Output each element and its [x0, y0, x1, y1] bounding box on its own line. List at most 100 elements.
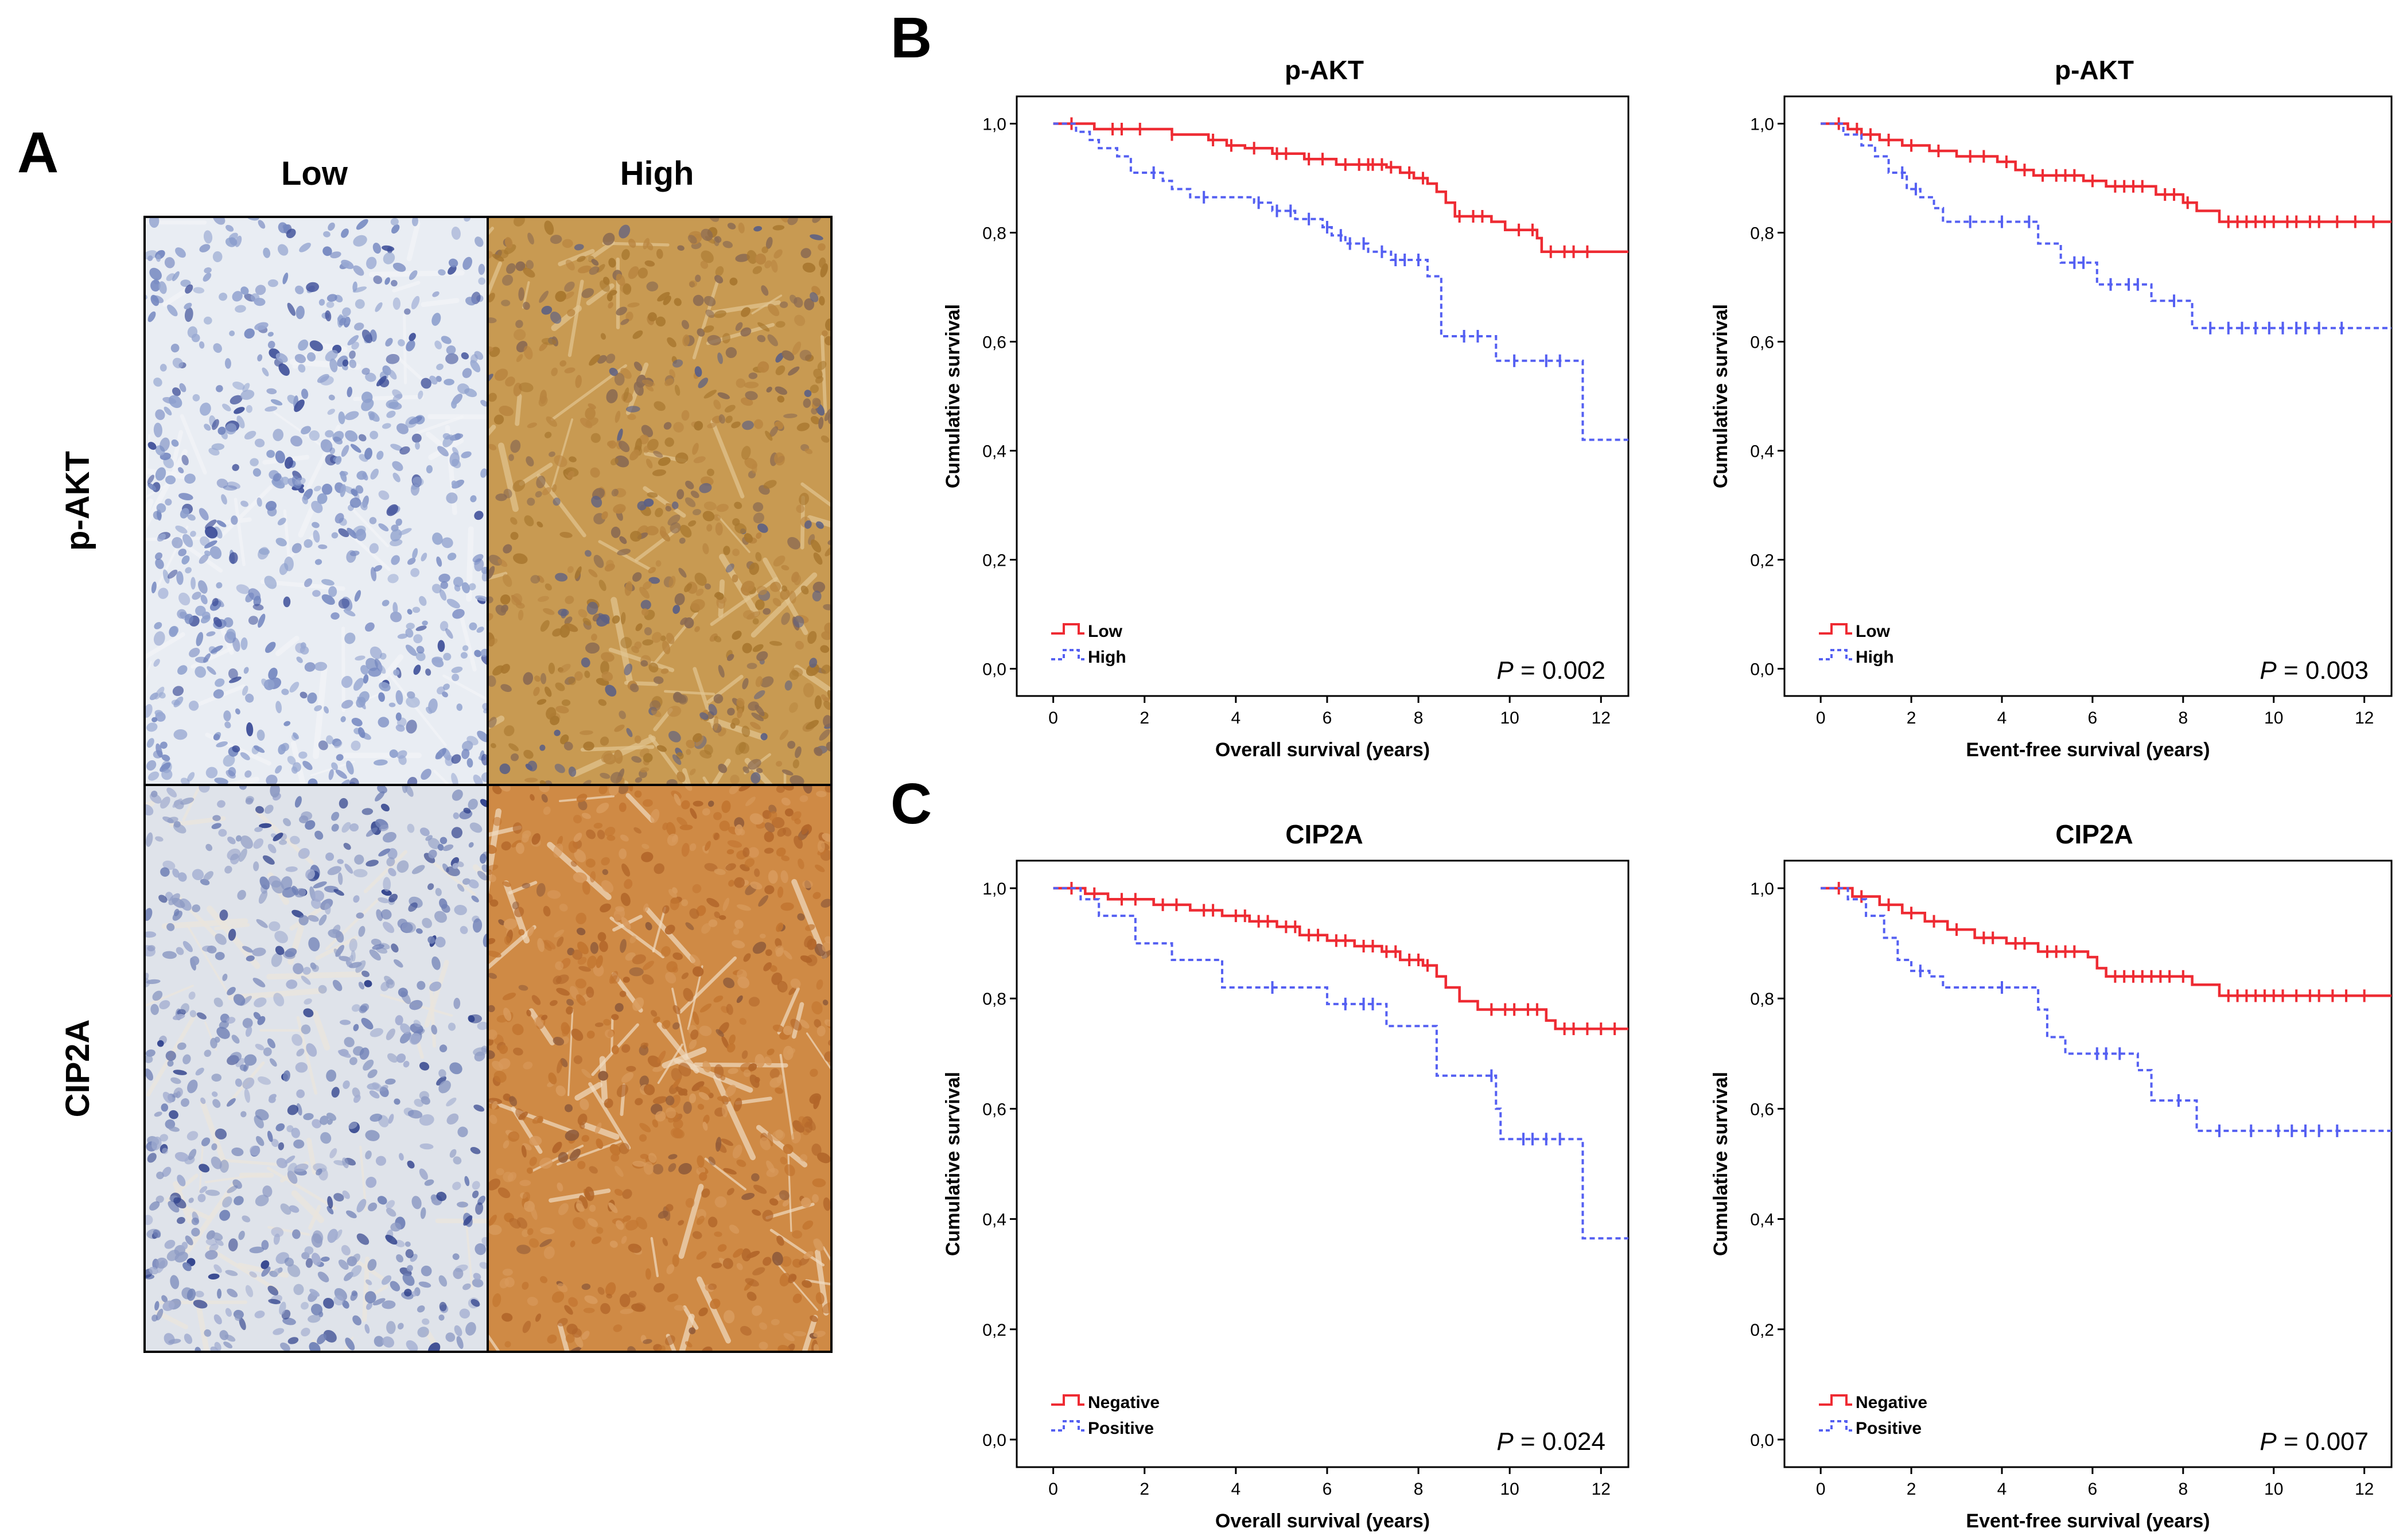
- cell-nucleus: [672, 605, 681, 614]
- cell-nucleus: [219, 909, 228, 921]
- cell-nucleus: [555, 706, 569, 714]
- cell-nucleus: [714, 869, 726, 876]
- stroma-streak: [556, 1140, 622, 1166]
- cell-nucleus: [767, 1132, 773, 1146]
- cell-nucleus: [667, 1293, 679, 1302]
- cell-nucleus: [361, 368, 370, 375]
- cell-nucleus: [353, 1094, 361, 1103]
- cell-nucleus: [526, 260, 534, 270]
- cell-nucleus: [258, 548, 270, 555]
- cell-nucleus: [165, 1051, 176, 1061]
- cell-nucleus: [162, 1300, 175, 1311]
- cell-nucleus: [147, 945, 155, 952]
- cell-nucleus: [427, 883, 434, 890]
- cell-nucleus: [536, 1117, 543, 1123]
- cell-nucleus: [814, 747, 823, 756]
- cell-nucleus: [707, 800, 714, 807]
- cell-nucleus: [498, 1058, 511, 1070]
- cell-nucleus: [578, 966, 592, 972]
- row-label-cip2a: CIP2A: [59, 1020, 96, 1118]
- cell-nucleus: [488, 293, 495, 303]
- cell-nucleus: [822, 941, 831, 952]
- cell-nucleus: [755, 704, 765, 717]
- cell-nucleus: [673, 1119, 683, 1129]
- cell-nucleus: [278, 363, 290, 376]
- cell-nucleus: [563, 623, 578, 632]
- cell-nucleus: [204, 1049, 212, 1057]
- cell-nucleus: [245, 592, 254, 602]
- cell-nucleus: [753, 512, 764, 524]
- cell-nucleus: [146, 722, 158, 732]
- cell-nucleus: [787, 536, 800, 550]
- cell-nucleus: [478, 263, 485, 275]
- cell-nucleus: [696, 1215, 705, 1225]
- cell-nucleus: [821, 664, 831, 674]
- stroma-streak: [679, 956, 737, 1014]
- cell-nucleus: [244, 1054, 257, 1066]
- cell-nucleus: [300, 691, 308, 699]
- cell-nucleus: [616, 306, 627, 316]
- cell-nucleus: [681, 410, 690, 421]
- cell-nucleus: [426, 706, 433, 714]
- cell-nucleus: [763, 962, 772, 971]
- cell-nucleus: [308, 937, 320, 952]
- cell-nucleus: [488, 675, 496, 687]
- cell-nucleus: [211, 823, 221, 830]
- cell-nucleus: [368, 411, 380, 422]
- cell-nucleus: [186, 1288, 196, 1301]
- cell-nucleus: [451, 666, 463, 674]
- stroma-streak: [421, 298, 460, 307]
- cell-nucleus: [335, 456, 342, 465]
- cell-nucleus: [366, 256, 377, 270]
- cell-nucleus: [820, 263, 829, 278]
- cell-nucleus: [780, 1157, 787, 1165]
- cell-nucleus: [600, 660, 609, 675]
- stroma-streak: [497, 442, 519, 512]
- cell-nucleus: [576, 794, 588, 803]
- cell-nucleus: [275, 353, 288, 363]
- cell-nucleus: [275, 1123, 285, 1131]
- cell-nucleus: [212, 251, 223, 262]
- x-tick-label: 10: [2264, 709, 2283, 728]
- cell-nucleus: [370, 430, 379, 440]
- cell-nucleus: [426, 465, 433, 473]
- cell-nucleus: [417, 1327, 429, 1337]
- cell-nucleus: [267, 341, 275, 349]
- cell-nucleus: [497, 559, 508, 567]
- cell-nucleus: [652, 1096, 668, 1105]
- cell-nucleus: [557, 1283, 568, 1293]
- cell-nucleus: [150, 791, 158, 798]
- cell-nucleus: [384, 1078, 396, 1085]
- cell-nucleus: [463, 807, 471, 814]
- y-tick-label: 0,4: [1750, 442, 1774, 461]
- cell-nucleus: [160, 762, 171, 772]
- cell-nucleus: [526, 1167, 533, 1174]
- cell-nucleus: [539, 1157, 553, 1169]
- cell-nucleus: [180, 508, 189, 519]
- cell-nucleus: [349, 359, 357, 368]
- cell-nucleus: [265, 804, 274, 814]
- cell-nucleus: [377, 785, 387, 794]
- cell-nucleus: [580, 1098, 589, 1110]
- cell-nucleus: [396, 1053, 406, 1063]
- cell-nucleus: [335, 769, 348, 779]
- cell-nucleus: [587, 955, 597, 969]
- cell-nucleus: [710, 1298, 721, 1309]
- legend-swatch: [1819, 1420, 1852, 1432]
- cell-nucleus: [589, 354, 600, 366]
- cell-nucleus: [468, 879, 479, 889]
- cell-nucleus: [689, 843, 697, 851]
- cell-nucleus: [212, 1099, 221, 1108]
- cell-nucleus: [158, 588, 169, 599]
- cell-nucleus: [259, 876, 270, 890]
- cell-nucleus: [219, 1210, 231, 1221]
- cell-nucleus: [364, 1291, 376, 1304]
- cell-nucleus: [321, 594, 335, 605]
- cell-nucleus: [161, 754, 170, 761]
- cell-nucleus: [523, 1061, 533, 1070]
- stroma-streak: [207, 517, 252, 527]
- cell-nucleus: [601, 511, 608, 520]
- cell-nucleus: [597, 830, 605, 839]
- cell-nucleus: [180, 279, 191, 287]
- cell-nucleus: [166, 923, 175, 931]
